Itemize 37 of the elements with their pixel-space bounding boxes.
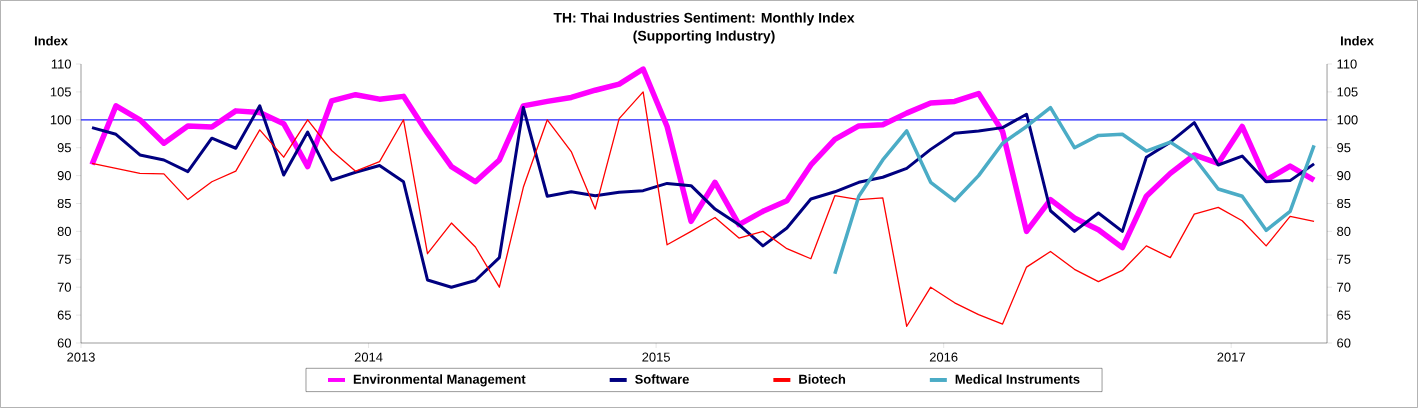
- y2-tick-label: 110: [1337, 59, 1357, 69]
- line-series: [90, 104, 1316, 289]
- legend-label: Medical Instruments: [955, 374, 1080, 384]
- y2-tick-label: 80: [1337, 226, 1351, 236]
- y-tick-label: 90: [57, 171, 71, 181]
- line-series: [91, 91, 1315, 327]
- y2-tick-label: 60: [1337, 338, 1351, 348]
- y-axis-title: Index: [34, 35, 68, 46]
- y2-tick-label: 95: [1337, 143, 1351, 153]
- y2-tick-label: 85: [1337, 198, 1351, 209]
- y2-tick-label: 90: [1337, 171, 1351, 181]
- y-tick-label: 80: [57, 226, 71, 236]
- legend-label: Environmental Management: [353, 374, 526, 387]
- chart-title: TH: Thai Industries Sentiment: Monthly Index (Supporting Industry): [553, 12, 855, 44]
- y-tick-label: 60: [57, 338, 71, 348]
- legend-label: Biotech: [799, 374, 846, 384]
- x-tick-label: 2013: [67, 352, 95, 362]
- x-tick-label: 2015: [642, 352, 670, 362]
- x-tick-label: 2017: [1217, 352, 1245, 362]
- y2-tick-label: 75: [1337, 254, 1351, 264]
- y2-tick-label: 105: [1337, 87, 1358, 97]
- y2-tick-label: 70: [1337, 282, 1351, 292]
- y-tick-label: 110: [51, 59, 71, 69]
- y2-axis-title: Index: [1340, 35, 1374, 46]
- y-tick-label: 85: [57, 198, 71, 209]
- y2-tick-label: 100: [1337, 115, 1358, 125]
- y-tick-label: 100: [50, 115, 71, 125]
- line-series: [833, 105, 1316, 276]
- y2-tick-label: 65: [1337, 310, 1351, 320]
- y-tick-label: 65: [57, 310, 71, 320]
- x-tick-label: 2014: [354, 352, 383, 362]
- legend-label: Software: [635, 374, 689, 384]
- y-tick-label: 70: [57, 282, 71, 292]
- y-tick-label: 95: [57, 143, 71, 153]
- y-tick-label: 105: [50, 87, 71, 97]
- x-tick-label: 2016: [929, 352, 958, 362]
- y-tick-label: 75: [57, 254, 71, 264]
